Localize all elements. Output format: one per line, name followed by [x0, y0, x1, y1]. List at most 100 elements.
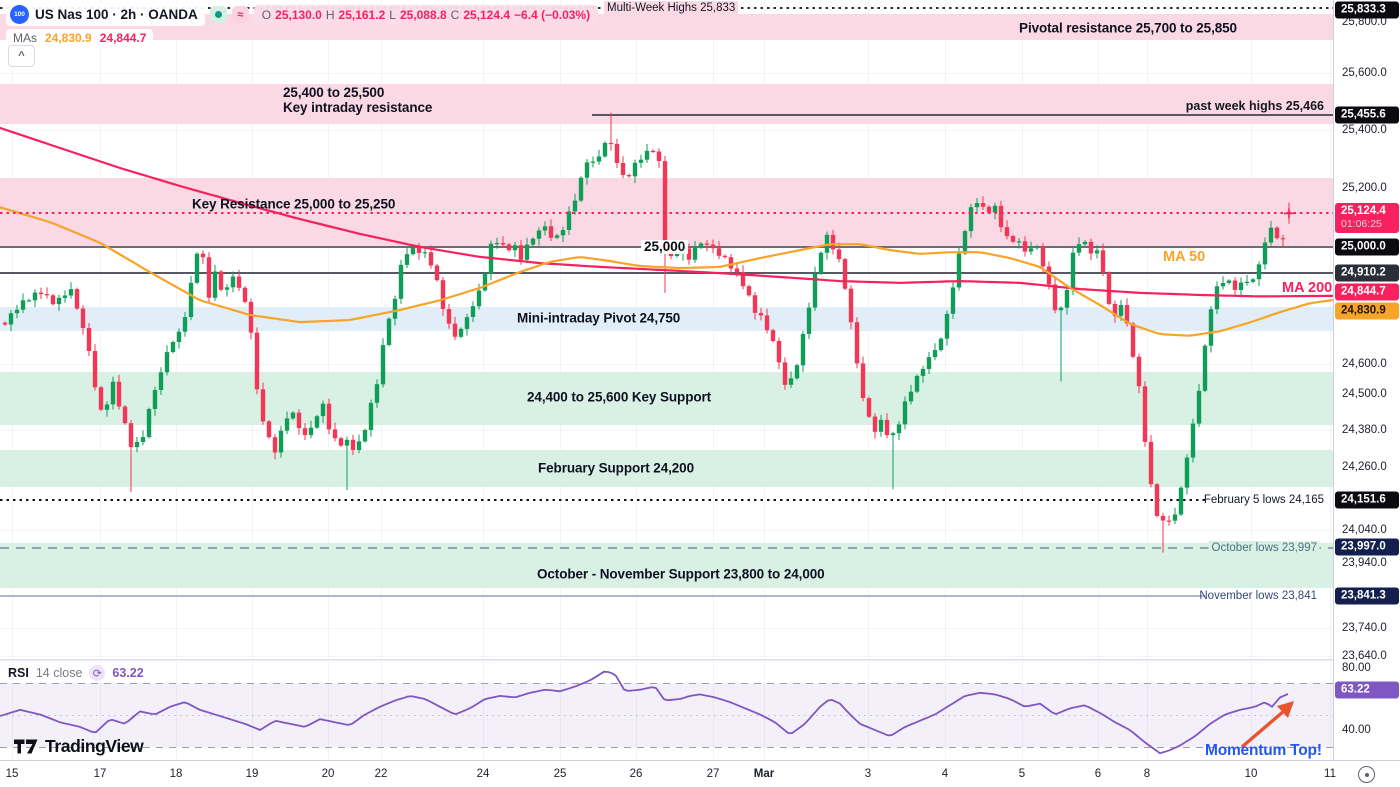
rsi-settings[interactable]: 14 close	[35, 666, 83, 680]
candle	[968, 207, 974, 232]
candle	[218, 271, 224, 290]
key-intraday-resistance-zone[interactable]	[0, 84, 1333, 124]
candle	[1064, 290, 1070, 308]
symbol-title-button[interactable]: 100 US Nas 100 · 2h · OANDA	[6, 3, 205, 26]
candle	[512, 245, 518, 251]
candle	[146, 409, 152, 437]
candle	[176, 331, 182, 342]
ma200-label[interactable]: MA 200	[1282, 280, 1333, 296]
candle	[368, 402, 374, 430]
ma200-value: 24,844.7	[99, 31, 147, 45]
candlestick-plot[interactable]	[0, 0, 1333, 760]
october-lows-line[interactable]	[0, 547, 1333, 549]
time-tick: 11	[1324, 768, 1336, 780]
ma50-line[interactable]	[0, 206, 1333, 337]
candle	[422, 252, 428, 254]
candle	[1268, 227, 1274, 243]
price-label: 25,833.3	[1335, 1, 1399, 19]
candle	[764, 315, 770, 331]
candle	[650, 150, 656, 152]
tradingview-logo[interactable]: TradingView	[14, 736, 144, 757]
candle	[38, 292, 44, 295]
candle	[1220, 283, 1226, 287]
pane-separator[interactable]	[0, 659, 1333, 660]
candle	[914, 375, 920, 392]
february-5-lows-label: February 5 lows 24,165	[1203, 494, 1324, 506]
data-mode-icon[interactable]: ≈	[231, 6, 249, 23]
price-tick: 25,200.0	[1342, 182, 1387, 194]
price-tick: 24,600.0	[1342, 358, 1387, 370]
candle	[1094, 250, 1100, 254]
november-lows-line[interactable]	[0, 595, 1205, 597]
rsi-mid-line	[0, 715, 1333, 716]
candle	[1004, 227, 1010, 237]
candle	[1124, 305, 1130, 324]
candle	[872, 416, 878, 432]
candle	[1010, 236, 1016, 242]
past-week-highs-line[interactable]	[592, 114, 1333, 116]
price-axis[interactable]: 25,800.0 25,600.0 25,400.0 25,200.0 24,600.0…	[1333, 0, 1400, 760]
candle	[860, 363, 866, 399]
candle	[1256, 264, 1262, 280]
h-gridline	[0, 628, 1333, 629]
low-value: 25,088.8	[399, 7, 447, 22]
pivotal-resistance-label[interactable]: Pivotal resistance 25,700 to 25,850	[1019, 20, 1237, 36]
candle	[992, 205, 998, 213]
candle	[440, 280, 446, 309]
candle	[1172, 514, 1178, 521]
candle	[608, 142, 614, 145]
candle	[32, 292, 38, 301]
level-24910-line[interactable]	[0, 272, 1333, 274]
price-tick: 24,500.0	[1342, 388, 1387, 400]
price-label: 63.22	[1335, 681, 1399, 699]
collapse-legend-button[interactable]: ^	[8, 45, 35, 67]
ma200-line[interactable]	[0, 126, 1333, 298]
axis-settings-icon[interactable]	[1358, 766, 1375, 783]
mini-intraday-pivot-label[interactable]: Mini-intraday Pivot 24,750	[517, 310, 681, 326]
key-support-label[interactable]: 24,400 to 25,600 Key Support	[527, 389, 712, 405]
key-intraday-resistance-label[interactable]: 25,400 to 25,500 Key intraday resistance	[283, 85, 433, 115]
ma50-label[interactable]: MA 50	[1163, 249, 1206, 265]
candle	[638, 159, 644, 163]
candle	[164, 352, 170, 373]
candle	[896, 424, 902, 434]
market-status-icon[interactable]	[209, 6, 227, 23]
key-support-zone[interactable]	[0, 372, 1333, 425]
candle	[50, 295, 56, 305]
oct-nov-support-label[interactable]: October - November Support 23,800 to 24,…	[537, 566, 825, 582]
candle	[722, 255, 728, 258]
candle	[230, 276, 236, 288]
rsi-title[interactable]: RSI	[8, 666, 29, 680]
momentum-arrow-head[interactable]	[1277, 701, 1294, 718]
rsi-line[interactable]	[0, 670, 1289, 755]
oct-nov-support-zone[interactable]	[0, 543, 1333, 588]
candle	[1112, 304, 1118, 316]
candle	[398, 264, 404, 299]
candle	[248, 301, 254, 333]
current-price-line[interactable]	[0, 212, 1333, 214]
price-tick: 25,400.0	[1342, 124, 1387, 136]
february-support-zone[interactable]	[0, 450, 1333, 487]
candle	[386, 318, 392, 345]
momentum-annotation[interactable]: Momentum Top!	[1205, 742, 1322, 759]
candle	[1022, 241, 1028, 252]
candle	[1280, 238, 1286, 240]
candle	[590, 161, 596, 163]
candle	[1232, 280, 1238, 290]
candle	[188, 282, 194, 318]
february-5-lows-line[interactable]	[0, 499, 1207, 501]
time-axis[interactable]: 15 17 18 19 20 22 24 25 26 27 Mar 3 4 5 6 8 10 11	[0, 760, 1400, 787]
candle	[1160, 516, 1166, 521]
candle	[560, 230, 566, 236]
candle	[602, 142, 608, 157]
refresh-icon[interactable]: ⟳	[89, 665, 106, 681]
february-support-label[interactable]: February Support 24,200	[538, 460, 695, 476]
key-resistance-label[interactable]: Key Resistance 25,000 to 25,250	[192, 196, 396, 212]
candle	[662, 161, 668, 253]
time-tick: 25	[553, 768, 567, 780]
time-tick: 6	[1094, 768, 1102, 780]
candle	[278, 430, 284, 453]
candle	[1226, 280, 1232, 283]
candle	[506, 244, 512, 251]
